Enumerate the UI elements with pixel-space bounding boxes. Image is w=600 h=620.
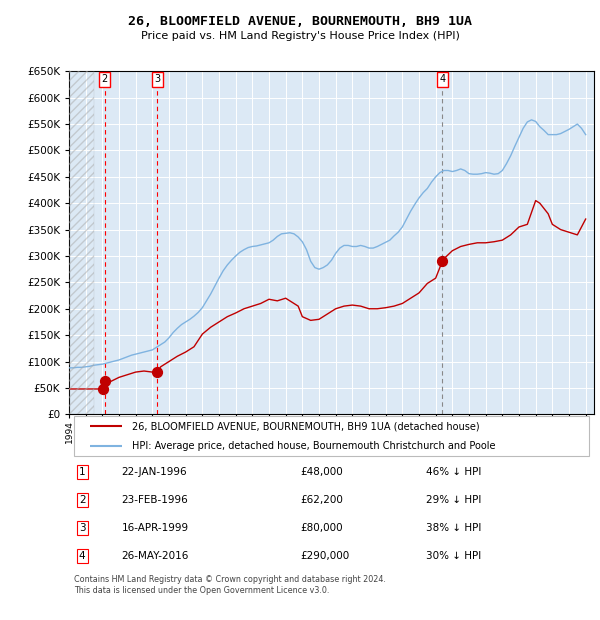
Text: £290,000: £290,000 [300, 551, 349, 561]
Text: Price paid vs. HM Land Registry's House Price Index (HPI): Price paid vs. HM Land Registry's House … [140, 31, 460, 41]
Text: Contains HM Land Registry data © Crown copyright and database right 2024.
This d: Contains HM Land Registry data © Crown c… [74, 575, 386, 595]
Text: HPI: Average price, detached house, Bournemouth Christchurch and Poole: HPI: Average price, detached house, Bour… [132, 441, 496, 451]
Text: 23-FEB-1996: 23-FEB-1996 [121, 495, 188, 505]
Text: 38% ↓ HPI: 38% ↓ HPI [426, 523, 481, 533]
Point [152, 367, 162, 377]
Text: 4: 4 [79, 551, 85, 561]
Text: 3: 3 [79, 523, 85, 533]
Text: 22-JAN-1996: 22-JAN-1996 [121, 467, 187, 477]
Text: 16-APR-1999: 16-APR-1999 [121, 523, 188, 533]
Text: 4: 4 [439, 74, 445, 84]
Text: £48,000: £48,000 [300, 467, 343, 477]
Text: 46% ↓ HPI: 46% ↓ HPI [426, 467, 481, 477]
Text: 3: 3 [154, 74, 160, 84]
Text: £62,200: £62,200 [300, 495, 343, 505]
Point [437, 256, 447, 266]
Text: £80,000: £80,000 [300, 523, 343, 533]
Point [98, 384, 108, 394]
Text: 30% ↓ HPI: 30% ↓ HPI [426, 551, 481, 561]
FancyBboxPatch shape [74, 417, 589, 456]
Point [100, 376, 110, 386]
Text: 1: 1 [79, 467, 85, 477]
Text: 29% ↓ HPI: 29% ↓ HPI [426, 495, 481, 505]
Text: 2: 2 [102, 74, 108, 84]
Text: 26, BLOOMFIELD AVENUE, BOURNEMOUTH, BH9 1UA: 26, BLOOMFIELD AVENUE, BOURNEMOUTH, BH9 … [128, 16, 472, 28]
Text: 2: 2 [79, 495, 85, 505]
Text: 26, BLOOMFIELD AVENUE, BOURNEMOUTH, BH9 1UA (detached house): 26, BLOOMFIELD AVENUE, BOURNEMOUTH, BH9 … [132, 421, 479, 431]
Text: 26-MAY-2016: 26-MAY-2016 [121, 551, 189, 561]
